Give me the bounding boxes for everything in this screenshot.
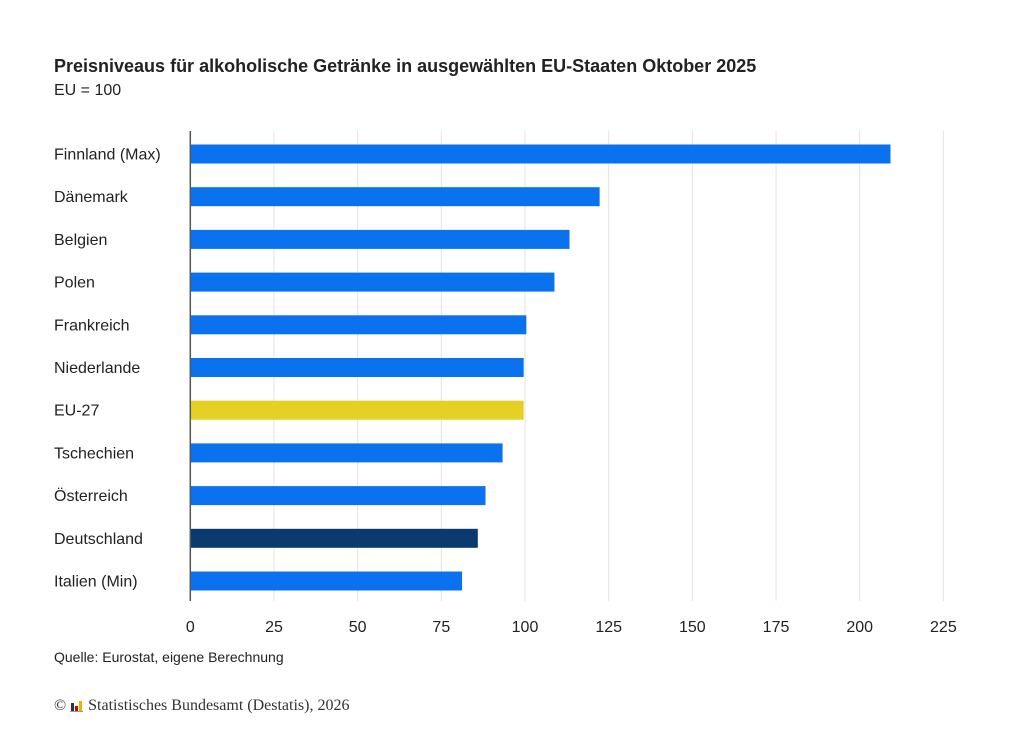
x-tick-label: 200 bbox=[846, 619, 873, 636]
bar bbox=[190, 486, 486, 506]
chart-subtitle: EU = 100 bbox=[54, 82, 122, 99]
chart-title: Preisniveaus für alkoholische Getränke i… bbox=[54, 56, 757, 76]
bar bbox=[190, 272, 555, 292]
category-label: Dänemark bbox=[54, 189, 129, 206]
x-tick-label: 100 bbox=[512, 619, 539, 636]
x-tick-label: 175 bbox=[763, 619, 790, 636]
bar bbox=[190, 443, 503, 463]
bar bbox=[190, 144, 891, 164]
category-label: Polen bbox=[54, 275, 95, 292]
bar bbox=[190, 315, 527, 335]
copyright: © Statistisches Bundesamt (Destatis), 20… bbox=[54, 697, 349, 715]
x-tick-label: 75 bbox=[432, 619, 450, 636]
category-label: Österreich bbox=[54, 487, 128, 505]
category-label: EU-27 bbox=[54, 403, 99, 420]
source-note: Quelle: Eurostat, eigene Berechnung bbox=[54, 649, 284, 665]
bar bbox=[190, 528, 478, 548]
x-tick-label: 50 bbox=[349, 619, 367, 636]
x-tick-label: 225 bbox=[930, 619, 957, 636]
copyright-text: Statistisches Bundesamt (Destatis), 2026 bbox=[88, 697, 350, 714]
category-label: Italien (Min) bbox=[54, 574, 138, 591]
bar bbox=[190, 229, 570, 249]
destatis-logo-icon bbox=[70, 701, 84, 712]
category-label: Finnland (Max) bbox=[54, 147, 161, 164]
category-label: Deutschland bbox=[54, 531, 143, 548]
bar bbox=[190, 400, 524, 420]
category-label: Niederlande bbox=[54, 360, 140, 377]
category-label: Tschechien bbox=[54, 445, 134, 462]
category-label: Belgien bbox=[54, 232, 107, 249]
x-tick-label: 125 bbox=[595, 619, 622, 636]
copyright-icon: © bbox=[54, 697, 67, 714]
bar bbox=[190, 571, 463, 591]
category-label: Frankreich bbox=[54, 317, 130, 334]
bar bbox=[190, 358, 524, 377]
x-tick-label: 0 bbox=[186, 619, 195, 636]
bar bbox=[190, 187, 600, 207]
x-tick-label: 150 bbox=[679, 619, 706, 636]
x-tick-label: 25 bbox=[265, 619, 283, 636]
